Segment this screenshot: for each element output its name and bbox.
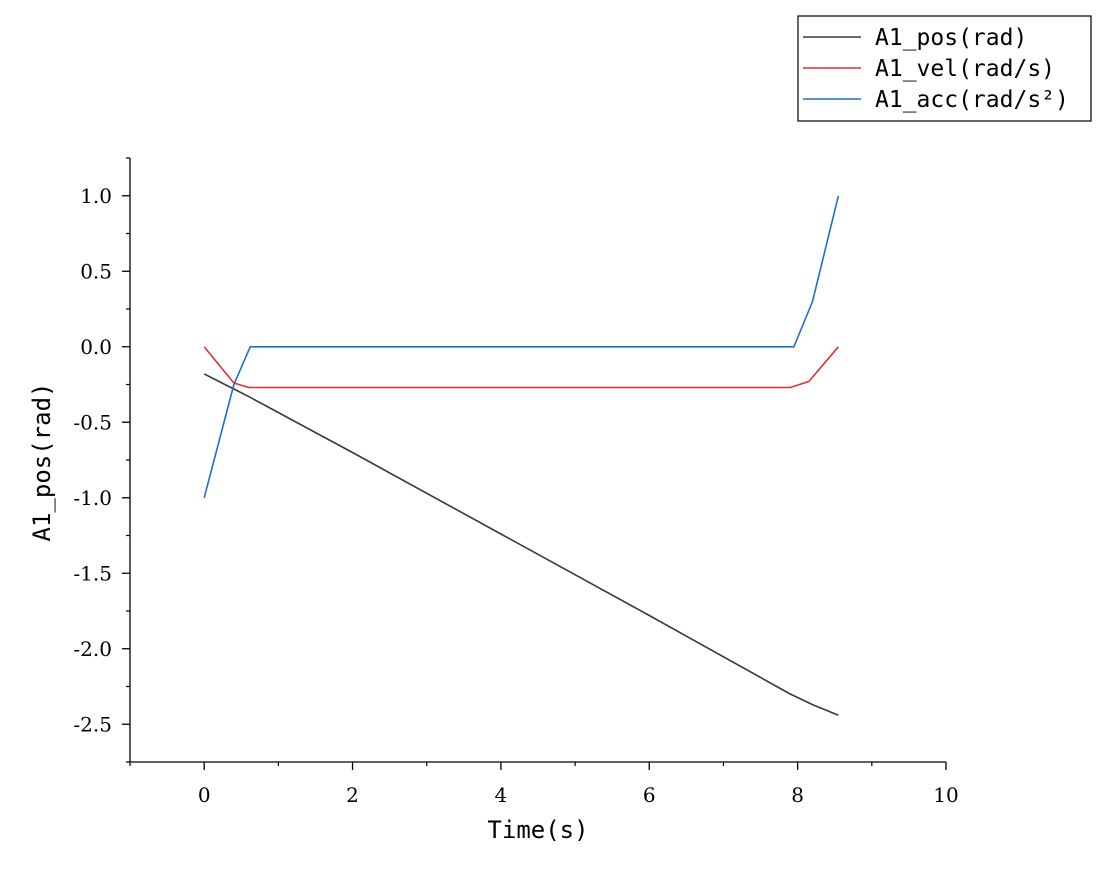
chart-legend: A1_pos(rad) A1_vel(rad/s) A1_acc(rad/s²) (797, 15, 1092, 122)
y-tick-label: 0.0 (80, 335, 112, 359)
x-tick-label: 10 (933, 783, 958, 807)
y-tick-label: 0.5 (80, 259, 112, 283)
x-tick-label: 6 (643, 783, 656, 807)
x-tick-label: 0 (198, 783, 211, 807)
y-tick-label: -2.5 (73, 712, 112, 736)
chart-series (203, 195, 840, 716)
y-tick-label: 1.0 (80, 184, 112, 208)
legend-label: A1_pos(rad) (875, 25, 1027, 51)
series-line-0 (203, 373, 839, 716)
legend-label: A1_acc(rad/s²) (875, 87, 1069, 113)
y-tick-label: -1.5 (73, 561, 112, 585)
legend-label: A1_vel(rad/s) (875, 56, 1055, 82)
chart-axes: 0 2 4 6 8 10 1.0 0.5 0.0 -0.5 -1.0 -1.5 -2.0 -2.5 (73, 157, 959, 807)
y-tick-label: -2.0 (73, 637, 112, 661)
series-line-2 (203, 195, 840, 499)
series-line-1 (203, 346, 840, 389)
y-axis-title: A1_pos(rad) (28, 383, 56, 542)
y-tick-label: -0.5 (73, 410, 112, 434)
x-tick-label: 2 (346, 783, 359, 807)
x-tick-label: 4 (495, 783, 508, 807)
x-tick-label: 8 (791, 783, 804, 807)
y-tick-label: -1.0 (73, 486, 112, 510)
x-axis-title: Time(s) (487, 816, 588, 844)
